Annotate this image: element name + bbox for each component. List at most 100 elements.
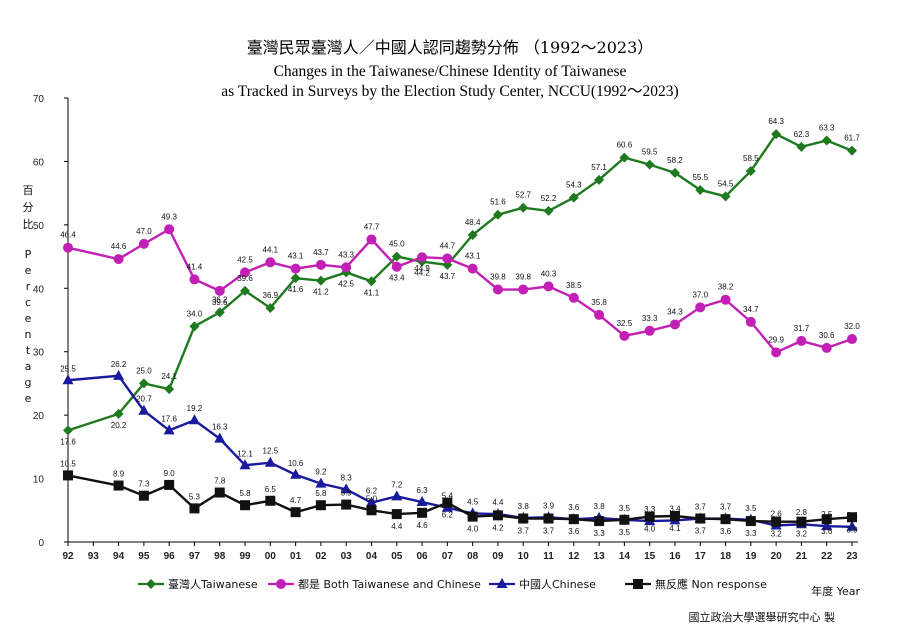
x-tick-label: 94: [113, 551, 125, 562]
data-label-both: 29.9: [768, 335, 784, 344]
data-label-both: 44.7: [440, 241, 456, 250]
data-label-taiwanese: 57.1: [591, 163, 607, 172]
y-tick-label: 70: [33, 94, 45, 105]
data-point-diamond: [644, 159, 655, 170]
data-point-diamond: [189, 321, 200, 332]
data-point-diamond: [568, 192, 579, 203]
data-label-taiwanese: 41.2: [313, 288, 329, 297]
legend-label-both: 都是 Both Taiwanese and Chinese: [298, 578, 481, 591]
y-label-char-en: n: [25, 328, 32, 341]
data-point-circle: [619, 330, 630, 341]
data-label-both: 47.7: [364, 222, 380, 231]
data-label-chinese: 17.6: [161, 414, 177, 423]
data-point-diamond: [366, 276, 377, 287]
data-point-circle: [771, 347, 782, 358]
y-label-char-en: e: [25, 312, 32, 325]
data-point-square: [518, 513, 529, 524]
data-point-diamond: [745, 165, 756, 176]
x-tick-label: 19: [745, 551, 757, 562]
x-tick-label: 23: [846, 551, 858, 562]
data-point-square: [214, 487, 225, 498]
data-point-diamond: [669, 167, 680, 178]
series-line-chinese: [67, 374, 853, 528]
data-label-nonresponse: 5.0: [366, 494, 378, 503]
data-point-circle: [568, 292, 579, 303]
data-point-square: [633, 579, 643, 589]
data-point-square: [771, 516, 782, 527]
data-point-diamond: [265, 302, 276, 313]
data-label-nonresponse: 5.8: [315, 489, 327, 498]
data-label-nonresponse: 3.7: [695, 527, 707, 536]
data-label-both: 44.1: [263, 245, 279, 254]
y-label-char-zh: 比: [23, 218, 34, 231]
data-point-square: [391, 509, 402, 520]
data-label-chinese: 8.3: [341, 473, 353, 482]
x-tick-label: 20: [771, 551, 783, 562]
data-label-chinese: 3.9: [543, 501, 555, 510]
data-label-chinese: 26.2: [111, 360, 127, 369]
data-label-both: 32.5: [617, 319, 633, 328]
data-point-square: [290, 507, 301, 518]
x-tick-label: 99: [239, 551, 251, 562]
data-point-square: [796, 516, 807, 527]
data-label-both: 34.3: [667, 307, 683, 316]
data-point-square: [568, 514, 579, 525]
data-label-taiwanese: 58.2: [667, 156, 683, 165]
data-point-circle: [214, 285, 225, 296]
x-tick-label: 18: [720, 551, 732, 562]
data-point-triangle: [264, 456, 276, 467]
data-point-circle: [543, 281, 554, 292]
data-point-circle: [644, 325, 655, 336]
data-label-nonresponse: 4.0: [644, 525, 656, 534]
x-tick-label: 21: [796, 551, 808, 562]
y-label-char-en: g: [25, 376, 32, 389]
data-point-circle: [720, 294, 731, 305]
data-point-square: [113, 480, 124, 491]
x-tick-label: 02: [315, 551, 327, 562]
data-point-circle: [847, 334, 857, 345]
data-label-taiwanese: 54.5: [718, 179, 734, 188]
x-tick-label: 16: [669, 551, 681, 562]
data-label-nonresponse: 8.9: [113, 470, 125, 479]
data-label-both: 33.3: [642, 314, 658, 323]
data-point-circle: [796, 335, 807, 346]
data-label-both: 46.4: [60, 231, 76, 240]
data-point-triangle: [113, 369, 125, 380]
data-label-nonresponse: 5.3: [189, 492, 201, 501]
legend-label-nonresponse: 無反應 Non response: [655, 577, 767, 591]
data-point-diamond: [63, 425, 73, 436]
data-point-circle: [518, 284, 529, 295]
data-label-chinese: 2.4: [846, 511, 858, 520]
data-label-chinese: 3.5: [619, 504, 631, 513]
data-point-circle: [366, 234, 377, 245]
data-point-triangle: [214, 432, 226, 443]
x-axis-label: 年度 Year: [811, 584, 860, 598]
series-line-both: [67, 227, 853, 354]
data-label-both: 40.3: [541, 269, 557, 278]
data-point-square: [492, 510, 503, 521]
y-label-char-en: a: [25, 360, 32, 373]
data-label-both: 39.6: [212, 298, 228, 307]
x-tick-label: 11: [543, 551, 554, 562]
data-label-both: 43.4: [389, 274, 405, 283]
data-label-chinese: 12.1: [237, 449, 253, 458]
data-point-triangle: [340, 483, 352, 494]
data-label-taiwanese: 43.7: [440, 272, 456, 281]
x-tick-label: 92: [62, 551, 74, 562]
data-point-square: [644, 511, 655, 522]
x-tick-label: 00: [265, 551, 277, 562]
data-point-triangle: [821, 520, 833, 531]
data-label-chinese: 4.5: [467, 497, 479, 506]
data-point-circle: [467, 263, 478, 274]
data-point-circle: [417, 252, 428, 263]
data-label-both: 39.8: [490, 273, 506, 282]
data-point-square: [619, 514, 630, 525]
y-label-char-en: t: [26, 344, 31, 357]
data-label-both: 32.0: [844, 322, 860, 331]
data-label-chinese: 25.5: [60, 364, 76, 373]
data-label-nonresponse: 5.8: [239, 489, 251, 498]
data-point-square: [442, 497, 453, 508]
data-label-taiwanese: 64.3: [768, 117, 784, 126]
